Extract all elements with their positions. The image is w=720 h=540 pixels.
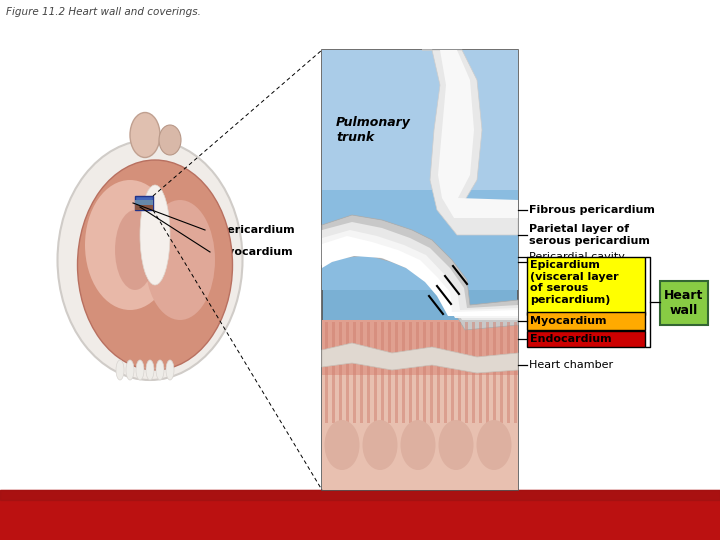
Bar	[514, 322, 517, 423]
Ellipse shape	[156, 360, 164, 380]
Bar	[135, 196, 153, 210]
Bar	[367, 322, 370, 423]
Bar	[360, 322, 363, 423]
Bar	[325, 322, 328, 423]
Bar	[472, 322, 475, 423]
Bar	[430, 322, 433, 423]
Bar	[416, 322, 419, 423]
Ellipse shape	[116, 360, 124, 380]
Bar	[423, 322, 426, 423]
Bar	[444, 322, 447, 423]
Ellipse shape	[130, 112, 160, 158]
Ellipse shape	[325, 420, 359, 470]
Bar	[493, 322, 496, 423]
Polygon shape	[437, 50, 518, 218]
Ellipse shape	[78, 160, 233, 370]
Bar	[381, 322, 384, 423]
Ellipse shape	[126, 360, 134, 380]
Ellipse shape	[136, 360, 144, 380]
Text: Myocardium: Myocardium	[530, 316, 606, 326]
Ellipse shape	[140, 185, 170, 285]
Bar	[353, 322, 356, 423]
Polygon shape	[322, 215, 518, 330]
Text: Endocardium: Endocardium	[530, 334, 611, 344]
Text: Heart
wall: Heart wall	[665, 289, 703, 317]
Ellipse shape	[58, 140, 243, 380]
Bar	[500, 322, 503, 423]
Bar	[486, 322, 489, 423]
Bar	[346, 322, 349, 423]
Bar	[322, 50, 518, 290]
Ellipse shape	[115, 210, 155, 290]
Polygon shape	[322, 230, 518, 318]
Bar	[402, 322, 405, 423]
Bar	[322, 50, 518, 490]
Polygon shape	[422, 50, 518, 235]
Polygon shape	[322, 222, 518, 320]
Text: /Myocardium: /Myocardium	[212, 247, 292, 257]
Bar	[458, 322, 461, 423]
Ellipse shape	[400, 420, 436, 470]
Bar	[527, 257, 645, 315]
Bar	[0, 490, 720, 500]
Ellipse shape	[159, 125, 181, 155]
Text: Fibrous pericardium: Fibrous pericardium	[529, 205, 655, 215]
Text: Pericardial cavity: Pericardial cavity	[529, 252, 625, 262]
Ellipse shape	[477, 420, 511, 470]
Text: Epicardium
(visceral layer
of serous
pericardium): Epicardium (visceral layer of serous per…	[530, 260, 618, 305]
Bar	[409, 322, 412, 423]
Polygon shape	[322, 236, 518, 316]
Ellipse shape	[362, 420, 397, 470]
Bar	[395, 322, 398, 423]
Text: Parietal layer of
serous pericardium: Parietal layer of serous pericardium	[529, 224, 650, 246]
Ellipse shape	[145, 200, 215, 320]
Ellipse shape	[166, 360, 174, 380]
Polygon shape	[322, 343, 518, 373]
Text: Figure 11.2 Heart wall and coverings.: Figure 11.2 Heart wall and coverings.	[6, 7, 201, 17]
Bar	[0, 490, 720, 540]
Ellipse shape	[438, 420, 474, 470]
Text: Pulmonary
trunk: Pulmonary trunk	[336, 116, 411, 144]
Bar	[322, 50, 518, 190]
Text: Heart chamber: Heart chamber	[529, 360, 613, 370]
Bar	[135, 200, 153, 205]
Bar	[388, 322, 391, 423]
Bar	[479, 322, 482, 423]
Bar	[527, 312, 645, 330]
Ellipse shape	[85, 180, 175, 310]
Bar	[135, 205, 153, 210]
Bar	[465, 322, 468, 423]
Bar	[332, 322, 335, 423]
Bar	[339, 322, 342, 423]
Bar	[527, 331, 645, 347]
Bar	[437, 322, 440, 423]
Bar	[374, 322, 377, 423]
Text: —Pericardium: —Pericardium	[208, 225, 294, 235]
Bar	[660, 281, 708, 325]
Bar	[322, 375, 518, 490]
Bar	[451, 322, 454, 423]
Ellipse shape	[146, 360, 154, 380]
Bar	[507, 322, 510, 423]
Bar	[322, 320, 518, 425]
